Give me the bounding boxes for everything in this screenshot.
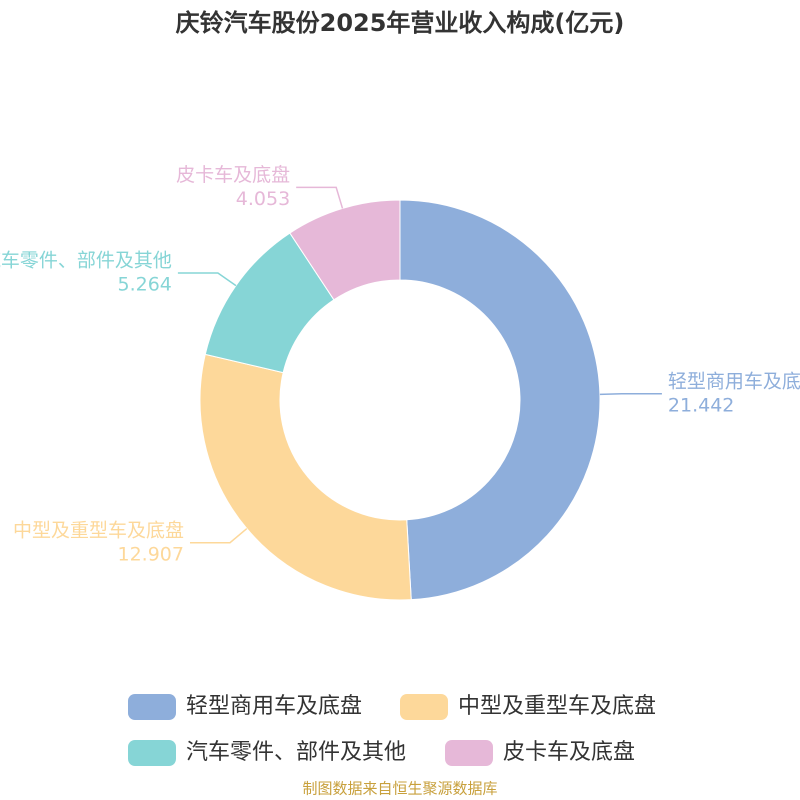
legend-swatch xyxy=(128,740,176,766)
slice xyxy=(199,353,412,601)
legend-label: 汽车零件、部件及其他 xyxy=(186,740,406,765)
data-label-name: 汽车零件、部件及其他 xyxy=(0,250,172,272)
data-label-name: 中型及重型车及底盘 xyxy=(13,519,184,541)
data-label-value: 5.264 xyxy=(117,274,171,296)
data-label-name: 皮卡车及底盘 xyxy=(176,164,290,186)
legend-swatch xyxy=(400,694,448,720)
legend-label: 皮卡车及底盘 xyxy=(503,740,635,765)
data-label-name: 轻型商用车及底盘 xyxy=(668,370,800,392)
chart-title: 庆铃汽车股份2025年营业收入构成(亿元) xyxy=(176,9,625,37)
legend-label: 中型及重型车及底盘 xyxy=(458,694,656,719)
data-label-value: 4.053 xyxy=(236,188,290,210)
data-label-value: 12.907 xyxy=(117,543,183,565)
leader-line xyxy=(177,272,237,287)
legend-swatch xyxy=(445,740,493,766)
leader-line xyxy=(189,528,248,544)
legend-label: 轻型商用车及底盘 xyxy=(186,694,362,719)
leader-line xyxy=(296,186,344,209)
legend-swatch xyxy=(128,694,176,720)
source: 制图数据来自恒生聚源数据库 xyxy=(302,780,497,798)
leader-line xyxy=(599,393,662,396)
slice xyxy=(289,199,401,301)
slice xyxy=(399,199,601,601)
data-label-value: 21.442 xyxy=(668,394,734,416)
